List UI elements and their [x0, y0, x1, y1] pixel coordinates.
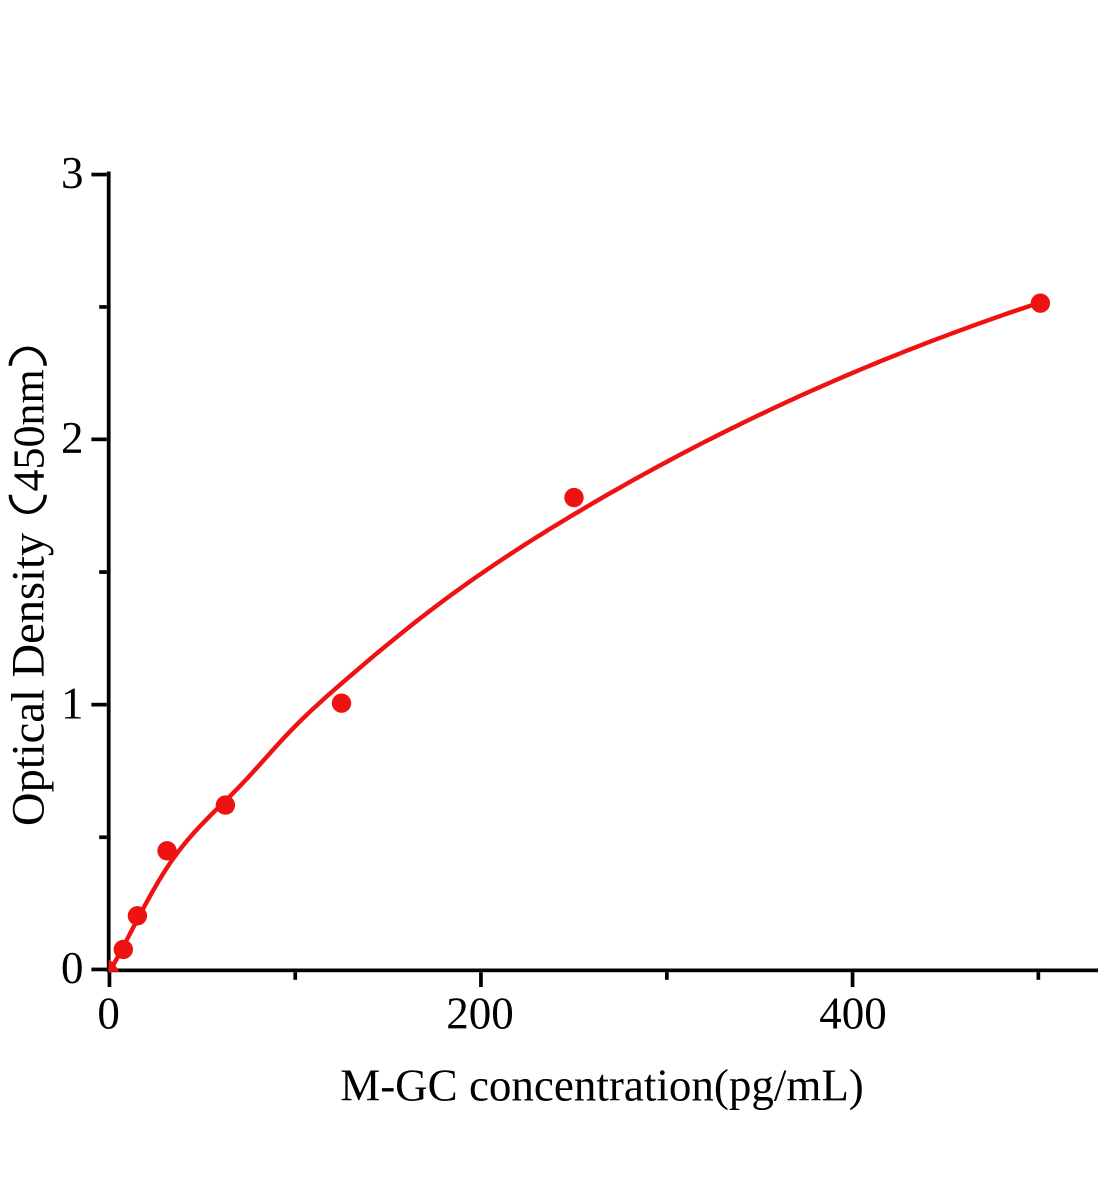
svg-text:200: 200: [446, 989, 514, 1039]
svg-text:0: 0: [97, 989, 120, 1039]
svg-text:1: 1: [61, 678, 84, 728]
svg-text:3: 3: [61, 148, 84, 198]
svg-text:2: 2: [61, 413, 84, 463]
svg-text:Optical Density: Optical Density: [4, 532, 55, 826]
svg-text:0: 0: [61, 943, 84, 993]
svg-text:450nm: 450nm: [5, 369, 54, 491]
svg-text:M-GC concentration(pg/mL): M-GC concentration(pg/mL): [340, 1061, 864, 1111]
svg-text:400: 400: [819, 989, 887, 1039]
